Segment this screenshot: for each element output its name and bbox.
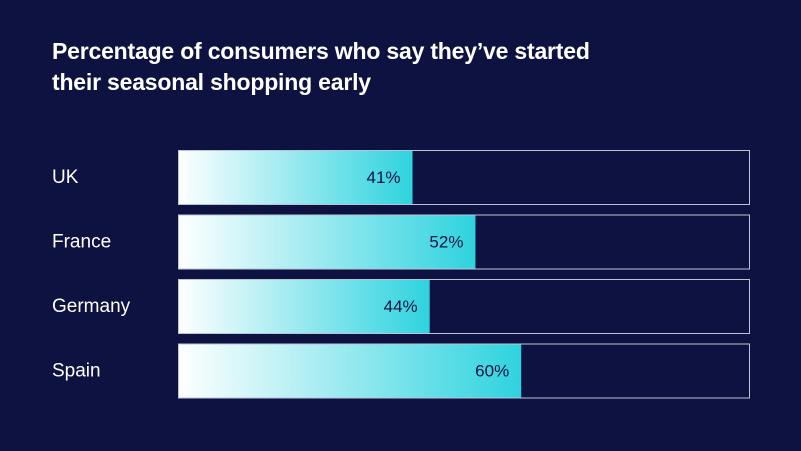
bar-track-spain	[178, 343, 750, 399]
category-label-spain: Spain	[52, 361, 101, 382]
bar-rows: UK 41% France 52% Germany 44% Spain 60%	[52, 150, 750, 399]
value-label-uk: 41%	[366, 168, 400, 187]
category-label-france: France	[52, 232, 111, 253]
bar-row-spain: Spain 60%	[52, 343, 750, 399]
bar-track-uk	[178, 150, 750, 205]
bar-germany	[178, 279, 430, 334]
bar-track-france	[178, 214, 750, 270]
chart-title-line-2: their seasonal shopping early	[52, 69, 371, 95]
chart-title: Percentage of consumers who say they’ve …	[52, 36, 692, 98]
value-label-germany: 44%	[384, 297, 418, 316]
bar-row-germany: Germany 44%	[52, 279, 750, 334]
bar-uk	[178, 150, 413, 205]
value-label-spain: 60%	[475, 362, 509, 381]
bar-france	[178, 214, 476, 270]
bar-row-uk: UK 41%	[52, 150, 750, 205]
bar-track-germany	[178, 279, 750, 334]
category-label-uk: UK	[52, 167, 79, 188]
value-label-france: 52%	[429, 233, 463, 252]
category-label-germany: Germany	[52, 296, 131, 317]
bar-spain	[178, 343, 522, 399]
bar-row-france: France 52%	[52, 214, 750, 270]
chart-title-line-1: Percentage of consumers who say they’ve …	[52, 38, 590, 64]
